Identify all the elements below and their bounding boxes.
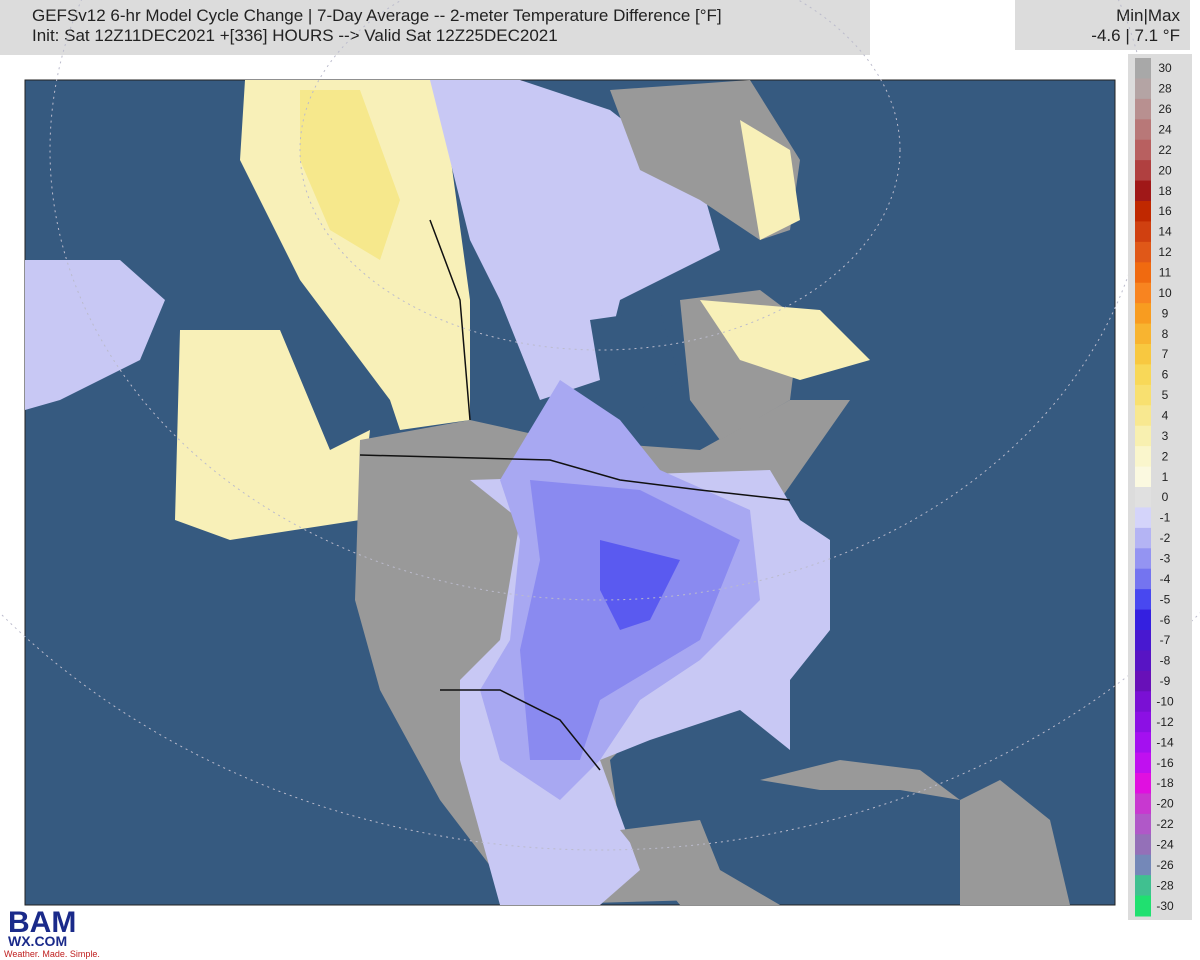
title: GEFSv12 6-hr Model Cycle Change | 7-Day … bbox=[32, 6, 722, 25]
colorbar-swatch bbox=[1135, 568, 1151, 590]
colorbar-label: 24 bbox=[1158, 123, 1172, 137]
colorbar-swatch bbox=[1135, 303, 1151, 325]
land bbox=[25, 80, 1070, 905]
colorbar-swatch bbox=[1135, 78, 1151, 100]
colorbar-swatch bbox=[1135, 895, 1151, 917]
colorbar-label: 7 bbox=[1162, 347, 1169, 361]
colorbar-swatch bbox=[1135, 466, 1151, 488]
colorbar-swatch bbox=[1135, 650, 1151, 672]
minmax-value: -4.6 | 7.1 °F bbox=[1091, 26, 1180, 45]
colorbar-label: -22 bbox=[1156, 817, 1174, 831]
logo-site: WX.COM bbox=[8, 933, 67, 949]
colorbar-swatch bbox=[1135, 241, 1151, 263]
colorbar-label: -9 bbox=[1160, 674, 1171, 688]
colorbar-swatch bbox=[1135, 221, 1151, 243]
colorbar-label: -14 bbox=[1156, 735, 1174, 749]
colorbar-swatch bbox=[1135, 487, 1151, 508]
colorbar-label: -12 bbox=[1156, 715, 1174, 729]
colorbar-swatch bbox=[1135, 670, 1151, 692]
logo-brand: BAM bbox=[8, 906, 76, 939]
minmax-label: Min|Max bbox=[1116, 6, 1180, 25]
colorbar-swatch bbox=[1135, 711, 1151, 733]
colorbar-label: 12 bbox=[1158, 245, 1172, 259]
colorbar-swatch bbox=[1135, 425, 1151, 447]
colorbar-label: -2 bbox=[1160, 531, 1171, 545]
colorbar-label: -6 bbox=[1160, 613, 1171, 627]
colorbar-label: -24 bbox=[1156, 838, 1174, 852]
colorbar-swatch bbox=[1135, 180, 1151, 202]
colorbar-swatch bbox=[1135, 834, 1151, 856]
colorbar-label: 8 bbox=[1162, 327, 1169, 341]
colorbar-swatch bbox=[1135, 201, 1151, 222]
colorbar-swatch bbox=[1135, 609, 1151, 631]
colorbar-swatch bbox=[1135, 139, 1151, 161]
colorbar-label: 28 bbox=[1158, 82, 1172, 96]
colorbar-swatch bbox=[1135, 58, 1151, 79]
colorbar-swatch bbox=[1135, 98, 1151, 120]
colorbar-swatch bbox=[1135, 548, 1151, 570]
colorbar-label: -20 bbox=[1156, 797, 1174, 811]
colorbar-label: -7 bbox=[1160, 633, 1171, 647]
title-box: GEFSv12 6-hr Model Cycle Change | 7-Day … bbox=[0, 0, 870, 55]
colorbar-label: 1 bbox=[1162, 470, 1169, 484]
colorbar-swatch bbox=[1135, 813, 1151, 835]
colorbar-label: 0 bbox=[1162, 490, 1169, 504]
colorbar-label: -30 bbox=[1156, 899, 1174, 913]
colorbar-swatch bbox=[1135, 793, 1151, 815]
colorbar-swatch bbox=[1135, 589, 1151, 611]
subtitle: Init: Sat 12Z11DEC2021 +[336] HOURS --> … bbox=[32, 26, 558, 45]
colorbar-label: 26 bbox=[1158, 102, 1172, 116]
colorbar-label: 16 bbox=[1158, 204, 1172, 218]
colorbar-label: -1 bbox=[1160, 511, 1171, 525]
colorbar-swatch bbox=[1135, 507, 1151, 529]
colorbar-label: 22 bbox=[1158, 143, 1172, 157]
colorbar-swatch bbox=[1135, 752, 1151, 774]
colorbar-swatch bbox=[1135, 344, 1151, 365]
colorbar-label: 20 bbox=[1158, 163, 1172, 177]
colorbar-label: 2 bbox=[1162, 449, 1169, 463]
colorbar-label: 9 bbox=[1162, 306, 1169, 320]
colorbar-swatch bbox=[1135, 262, 1151, 284]
colorbar-swatch bbox=[1135, 119, 1151, 141]
colorbar-label: 4 bbox=[1162, 409, 1169, 423]
colorbar-label: -4 bbox=[1160, 572, 1171, 586]
colorbar-swatch bbox=[1135, 364, 1151, 386]
logo: BAM WX.COM Weather. Made. Simple. bbox=[4, 906, 100, 959]
colorbar-label: 30 bbox=[1158, 61, 1172, 75]
colorbar-label: 3 bbox=[1162, 429, 1169, 443]
colorbar-label: -3 bbox=[1160, 552, 1171, 566]
logo-tagline: Weather. Made. Simple. bbox=[4, 949, 100, 959]
colorbar-swatch bbox=[1135, 854, 1151, 876]
colorbar-swatch bbox=[1135, 384, 1151, 406]
colorbar-swatch bbox=[1135, 630, 1151, 651]
colorbar-swatch bbox=[1135, 773, 1151, 794]
colorbar-label: 10 bbox=[1158, 286, 1172, 300]
colorbar-label: 11 bbox=[1159, 266, 1172, 280]
colorbar-swatch bbox=[1135, 282, 1151, 304]
colorbar-label: -18 bbox=[1156, 776, 1174, 790]
colorbar-swatch bbox=[1135, 691, 1151, 713]
colorbar-label: 18 bbox=[1158, 184, 1172, 198]
colorbar-label: -10 bbox=[1156, 695, 1174, 709]
colorbar-swatch bbox=[1135, 527, 1151, 549]
colorbar-swatch bbox=[1135, 446, 1151, 468]
colorbar-label: 5 bbox=[1162, 388, 1169, 402]
colorbar-label: -8 bbox=[1160, 654, 1171, 668]
colorbar-label: -28 bbox=[1156, 878, 1174, 892]
colorbar-label: 6 bbox=[1162, 368, 1169, 382]
colorbar-label: -16 bbox=[1156, 756, 1174, 770]
colorbar-label: -5 bbox=[1160, 592, 1171, 606]
colorbar-swatch bbox=[1135, 160, 1151, 182]
borders bbox=[359, 219, 791, 771]
minmax-box: Min|Max -4.6 | 7.1 °F bbox=[1015, 0, 1190, 50]
colorbar-label: -26 bbox=[1156, 858, 1174, 872]
colorbar-swatch bbox=[1135, 875, 1151, 897]
colorbar-label: 14 bbox=[1158, 225, 1172, 239]
colorbar-swatch bbox=[1135, 405, 1151, 427]
colorbar-swatch bbox=[1135, 323, 1151, 345]
colorbar: 3028262422201816141211109876543210-1-2-3… bbox=[1128, 54, 1192, 920]
colorbar-swatch bbox=[1135, 732, 1151, 754]
